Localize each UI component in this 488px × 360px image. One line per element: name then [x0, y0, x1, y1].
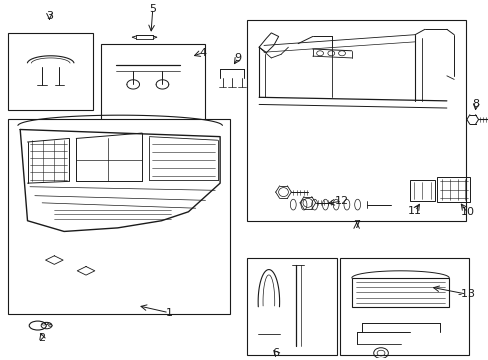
Bar: [351, 278, 448, 307]
Text: 6: 6: [272, 348, 279, 358]
Text: 4: 4: [199, 48, 206, 58]
Text: 1: 1: [165, 308, 172, 318]
Bar: [436, 177, 469, 202]
Bar: [101, 44, 205, 121]
Bar: [339, 258, 468, 355]
Text: 8: 8: [471, 99, 479, 109]
Text: 3: 3: [46, 11, 53, 21]
Bar: [8, 119, 229, 314]
Text: 2: 2: [39, 333, 45, 343]
Bar: [409, 180, 434, 201]
Text: 9: 9: [234, 53, 241, 63]
Bar: [8, 33, 93, 110]
Text: 7: 7: [352, 220, 360, 230]
Text: 10: 10: [459, 207, 473, 217]
Bar: [246, 21, 466, 221]
Text: 5: 5: [149, 4, 156, 14]
Text: 12: 12: [334, 196, 348, 206]
Text: 11: 11: [407, 206, 421, 216]
Bar: [246, 258, 336, 355]
Text: -13: -13: [456, 289, 474, 299]
